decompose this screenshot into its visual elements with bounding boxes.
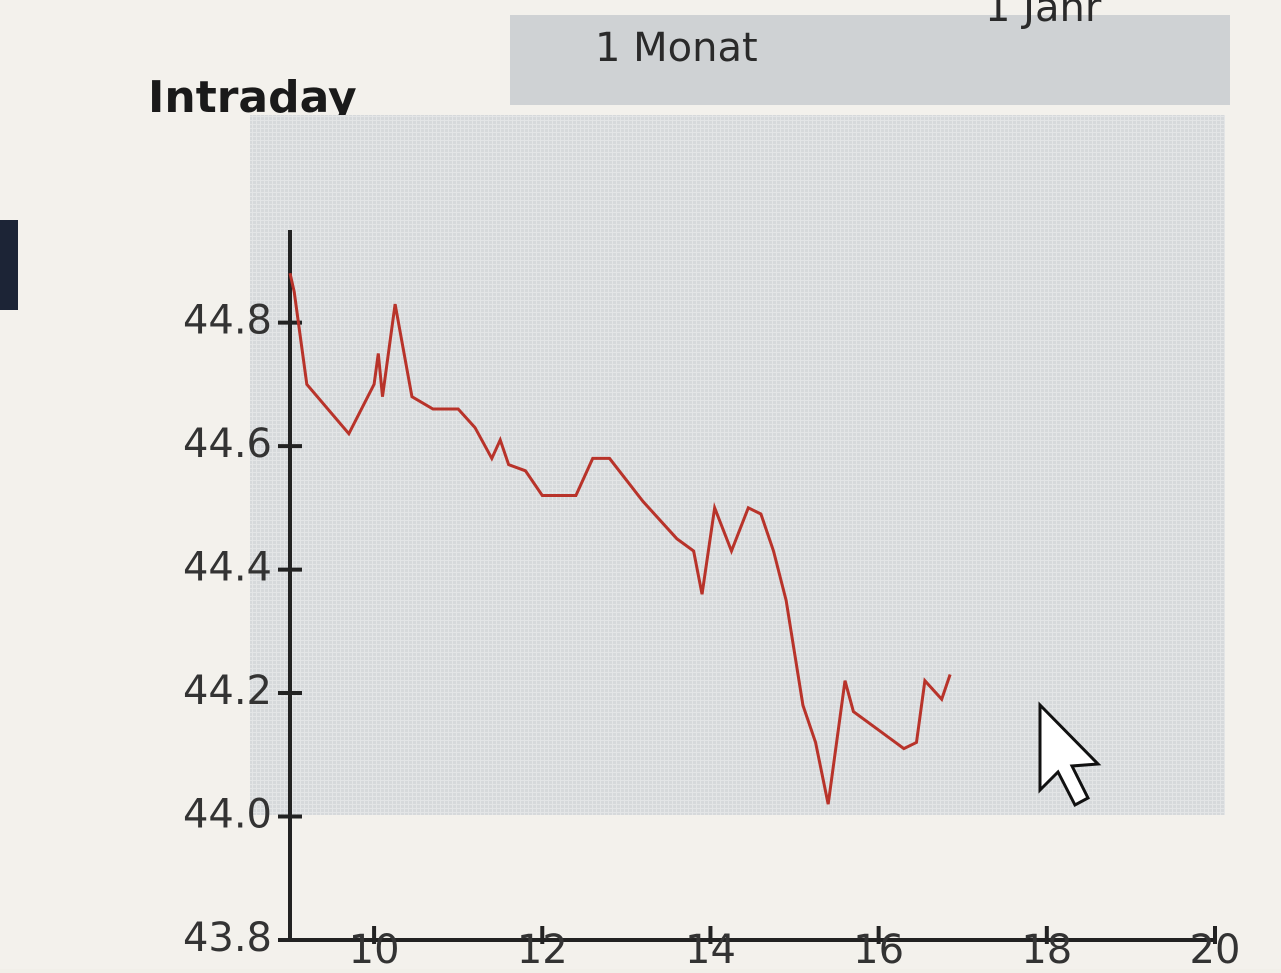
plot-background [250, 115, 1225, 815]
x-tick-label: 18 [1021, 927, 1072, 969]
page: Intraday 1 Monat 1 Jahr 43.844.044.244.4… [0, 0, 1281, 969]
y-tick-label: 43.8 [183, 915, 272, 961]
x-tick-label: 20 [1190, 927, 1241, 969]
y-tick-label: 44.2 [183, 668, 272, 714]
tab[interactable]: 1 Monat [595, 25, 758, 71]
side-edge [0, 220, 18, 310]
x-tick-label: 14 [685, 927, 736, 969]
x-tick-label: 16 [853, 927, 904, 969]
tab[interactable]: 1 Jahr [985, 0, 1102, 31]
y-tick-label: 44.0 [183, 792, 272, 838]
y-tick-label: 44.6 [183, 421, 272, 467]
screen: Intraday 1 Monat 1 Jahr 43.844.044.244.4… [0, 0, 1281, 969]
y-tick-label: 44.8 [183, 298, 272, 344]
x-tick-label: 12 [517, 927, 568, 969]
y-tick-label: 44.4 [183, 545, 272, 591]
x-tick-label: 10 [349, 927, 400, 969]
